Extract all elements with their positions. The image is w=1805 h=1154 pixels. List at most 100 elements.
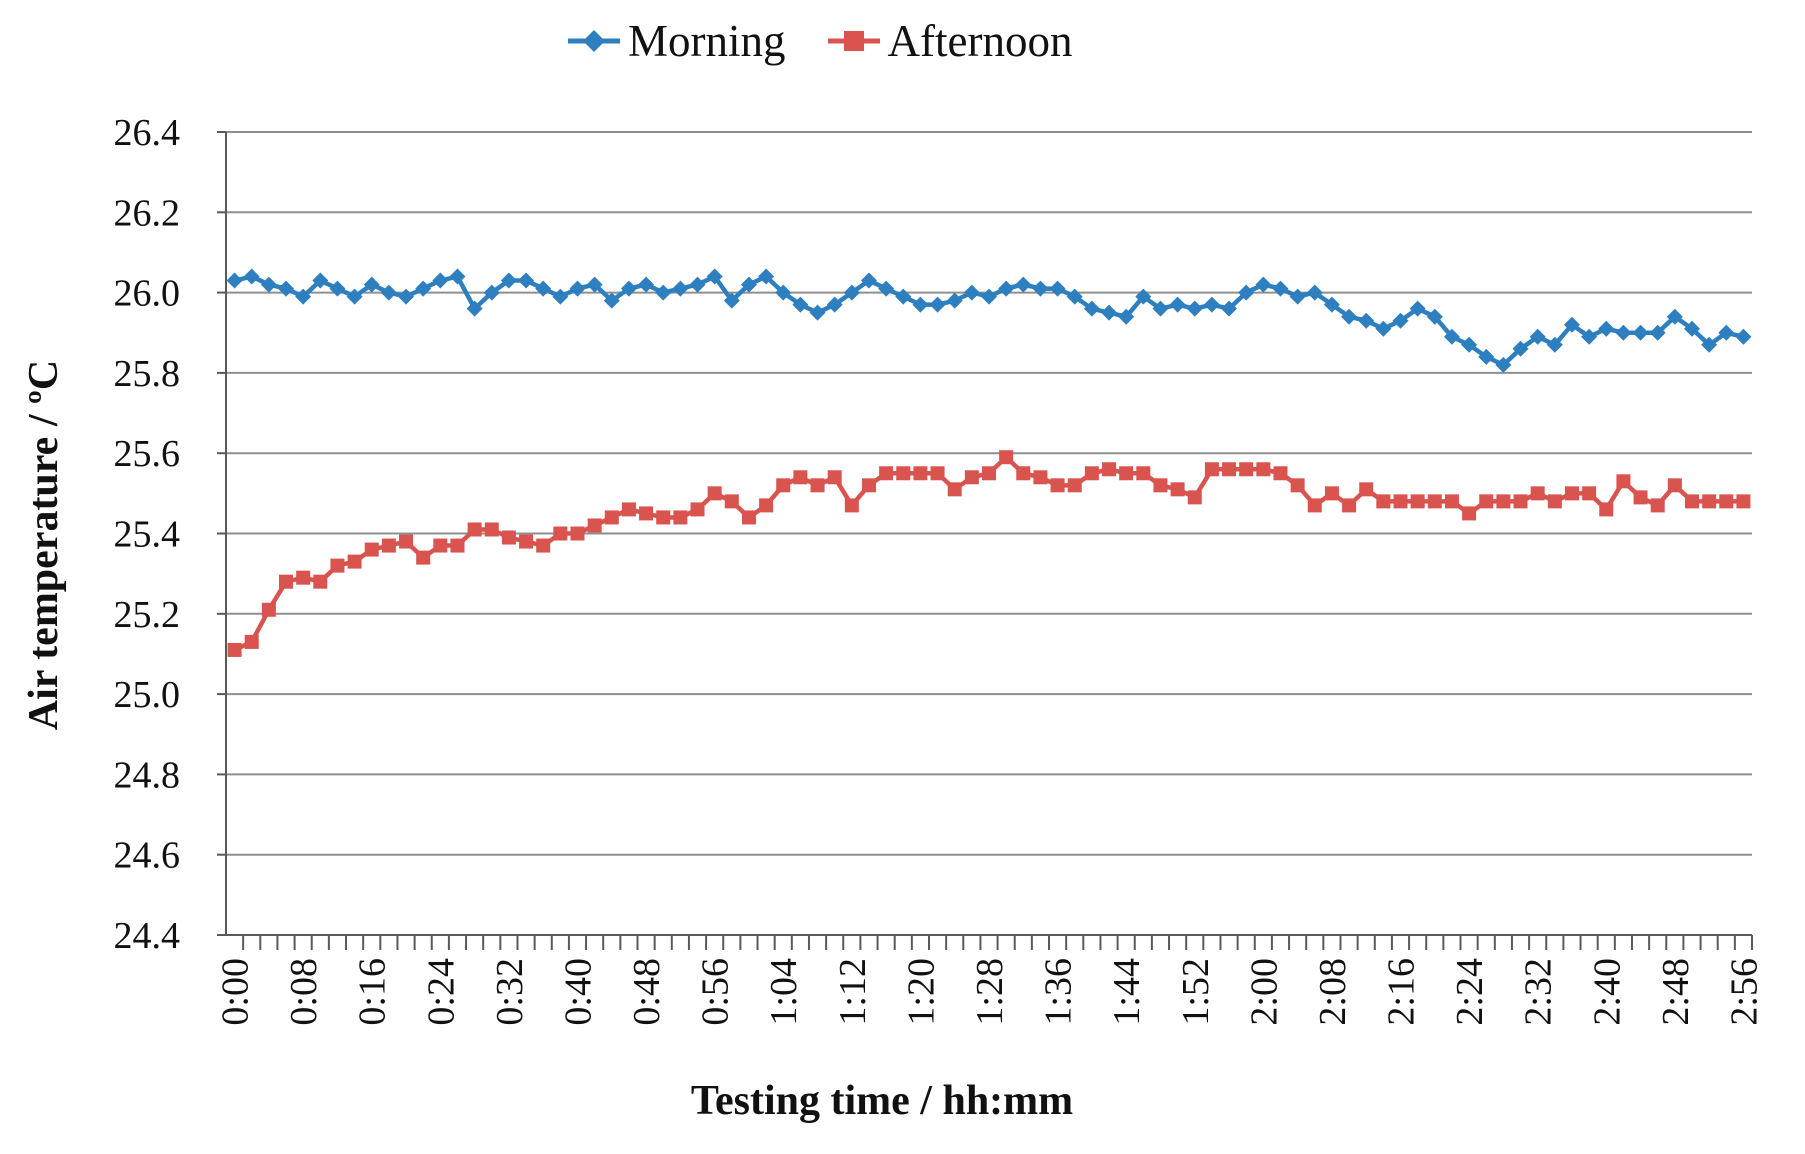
- morning-point: [1581, 328, 1598, 345]
- morning-point: [1015, 276, 1032, 293]
- x-tick-label: 0:16: [352, 958, 394, 1026]
- afternoon-point: [1342, 498, 1357, 513]
- x-tick-label: 0:56: [695, 958, 737, 1026]
- morning-point: [483, 284, 500, 301]
- afternoon-point: [313, 574, 328, 589]
- morning-point: [946, 292, 963, 309]
- afternoon-point: [1119, 466, 1134, 481]
- morning-point: [1186, 300, 1203, 317]
- afternoon-point: [1633, 490, 1648, 505]
- afternoon-point: [347, 554, 362, 569]
- morning-point: [1409, 300, 1426, 317]
- morning-point: [1529, 328, 1546, 345]
- x-tick-label: 1:12: [832, 958, 874, 1026]
- morning-point: [843, 284, 860, 301]
- morning-point: [1238, 284, 1255, 301]
- afternoon-point: [1684, 494, 1699, 509]
- morning-point: [638, 276, 655, 293]
- y-tick-label: 26.2: [114, 192, 181, 234]
- afternoon-point: [1513, 494, 1528, 509]
- afternoon-point: [1307, 498, 1322, 513]
- morning-point: [929, 296, 946, 313]
- afternoon-point: [776, 478, 791, 493]
- morning-point: [1289, 288, 1306, 305]
- afternoon-point: [1564, 486, 1579, 501]
- morning-point: [1615, 324, 1632, 341]
- morning-point: [586, 276, 603, 293]
- morning-point: [535, 280, 552, 297]
- afternoon-point: [1479, 494, 1494, 509]
- afternoon-point: [587, 518, 602, 533]
- x-tick-labels: 0:00 0:08 0:16 0:24 0:32 0:40 0:48 0:56 1:04 1:12…: [215, 958, 1766, 1026]
- morning-point: [1135, 288, 1152, 305]
- morning-point: [775, 284, 792, 301]
- morning-point: [895, 288, 912, 305]
- x-tick-label: 2:08: [1312, 958, 1354, 1026]
- afternoon-point: [519, 534, 534, 549]
- morning-point: [1666, 308, 1683, 325]
- morning-point: [689, 276, 706, 293]
- x-tick-label: 0:32: [489, 958, 531, 1026]
- afternoon-point: [1359, 482, 1374, 497]
- morning-point: [1152, 300, 1169, 317]
- afternoon-point: [553, 526, 568, 541]
- morning-point: [1598, 320, 1615, 337]
- afternoon-point: [1530, 486, 1545, 501]
- morning-point: [723, 292, 740, 309]
- afternoon-point: [536, 538, 551, 553]
- afternoon-point: [1736, 494, 1751, 509]
- morning-point: [1255, 276, 1272, 293]
- afternoon-point: [227, 642, 242, 657]
- morning-point: [1461, 336, 1478, 353]
- morning-point: [1083, 300, 1100, 317]
- legend-item-morning: Morning: [566, 18, 786, 64]
- legend-label-afternoon: Afternoon: [887, 15, 1073, 66]
- afternoon-point: [1050, 478, 1065, 493]
- x-tick-label: 0:40: [557, 958, 599, 1026]
- morning-point: [1203, 296, 1220, 313]
- afternoon-point: [467, 522, 482, 537]
- morning-point: [1735, 328, 1752, 345]
- morning-point: [243, 268, 260, 285]
- morning-point: [1049, 280, 1066, 297]
- afternoon-point: [1222, 462, 1237, 477]
- legend-item-afternoon: Afternoon: [826, 15, 1073, 66]
- gridlines: [226, 131, 1752, 856]
- afternoon-point: [621, 502, 636, 517]
- morning-point: [1649, 324, 1666, 341]
- morning-point: [346, 288, 363, 305]
- afternoon-point: [1376, 494, 1391, 509]
- afternoon-series: [227, 450, 1751, 657]
- afternoon-point: [1719, 494, 1734, 509]
- afternoon-point: [1410, 494, 1425, 509]
- morning-diamond-icon: [568, 30, 620, 52]
- afternoon-point: [1153, 478, 1168, 493]
- morning-point: [1701, 336, 1718, 353]
- morning-point: [569, 280, 586, 297]
- afternoon-point: [364, 542, 379, 557]
- morning-point: [912, 296, 929, 313]
- morning-point: [1306, 284, 1323, 301]
- morning-point: [552, 288, 569, 305]
- x-tick-label: 2:40: [1586, 958, 1628, 1026]
- morning-point: [415, 280, 432, 297]
- y-tick-labels: 26.4 26.2 26.0 25.8 25.6 25.4 25.2 25.0 24.8 24.6…: [114, 112, 181, 957]
- y-tick-label: 25.4: [114, 514, 181, 556]
- morning-point: [449, 268, 466, 285]
- afternoon-point: [1650, 498, 1665, 513]
- y-tick-label: 24.6: [114, 835, 181, 877]
- afternoon-point: [1582, 486, 1597, 501]
- morning-point: [809, 304, 826, 321]
- y-ticks: [217, 131, 226, 936]
- morning-point: [792, 296, 809, 313]
- afternoon-point: [296, 570, 311, 585]
- morning-point: [672, 280, 689, 297]
- afternoon-point: [656, 510, 671, 525]
- morning-point: [758, 268, 775, 285]
- afternoon-point: [1273, 466, 1288, 481]
- x-tick-label: 0:24: [420, 958, 462, 1026]
- morning-point: [398, 288, 415, 305]
- afternoon-point: [1016, 466, 1031, 481]
- afternoon-point: [673, 510, 688, 525]
